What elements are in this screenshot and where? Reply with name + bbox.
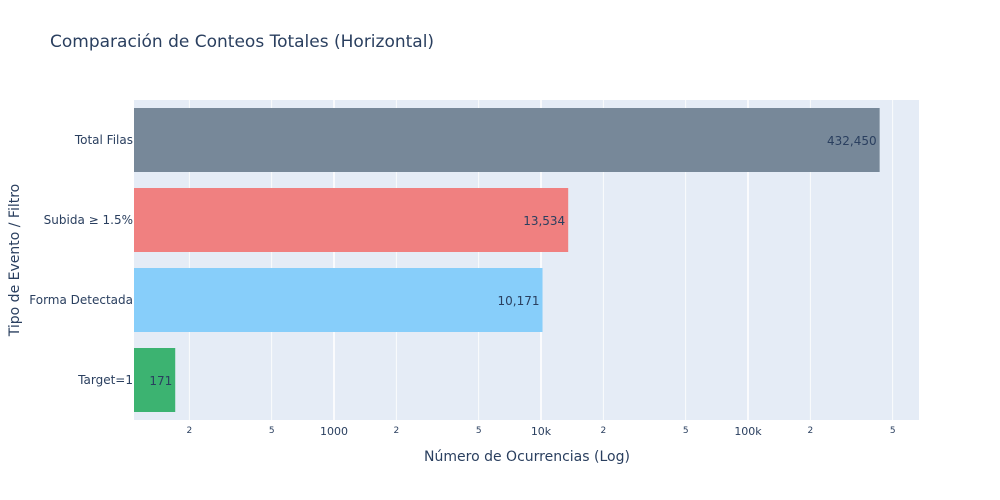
- x-tick-label: 1000: [320, 425, 348, 438]
- x-minor-tick-label: 2: [393, 426, 399, 436]
- x-minor-tick-label: 2: [186, 426, 192, 436]
- x-minor-tick-label: 2: [807, 426, 813, 436]
- x-axis-title: Número de Ocurrencias (Log): [424, 449, 630, 465]
- bar-value-label: 432,450: [827, 134, 877, 148]
- x-minor-tick-label: 5: [269, 426, 275, 436]
- bar-value-label: 10,171: [498, 294, 540, 308]
- y-category-label: Target=1: [77, 373, 133, 387]
- bar[interactable]: [134, 348, 176, 412]
- chart-title: Comparación de Conteos Totales (Horizont…: [50, 32, 435, 52]
- y-category-label: Total Filas: [74, 133, 133, 147]
- y-axis-title: Tipo de Evento / Filtro: [7, 184, 23, 337]
- x-minor-tick-label: 5: [683, 426, 689, 436]
- bar-value-label: 13,534: [523, 214, 565, 228]
- bar[interactable]: [134, 108, 880, 172]
- x-tick-label: 100k: [734, 425, 762, 438]
- bar-value-label: 171: [149, 374, 172, 388]
- bar[interactable]: [134, 188, 569, 252]
- x-minor-tick-label: 5: [476, 426, 482, 436]
- x-minor-tick-label: 5: [890, 426, 896, 436]
- y-category-label: Forma Detectada: [29, 293, 133, 307]
- x-tick-label: 10k: [531, 425, 552, 438]
- bar[interactable]: [134, 268, 543, 332]
- y-category-label: Subida ≥ 1.5%: [44, 213, 133, 227]
- x-minor-tick-label: 2: [600, 426, 606, 436]
